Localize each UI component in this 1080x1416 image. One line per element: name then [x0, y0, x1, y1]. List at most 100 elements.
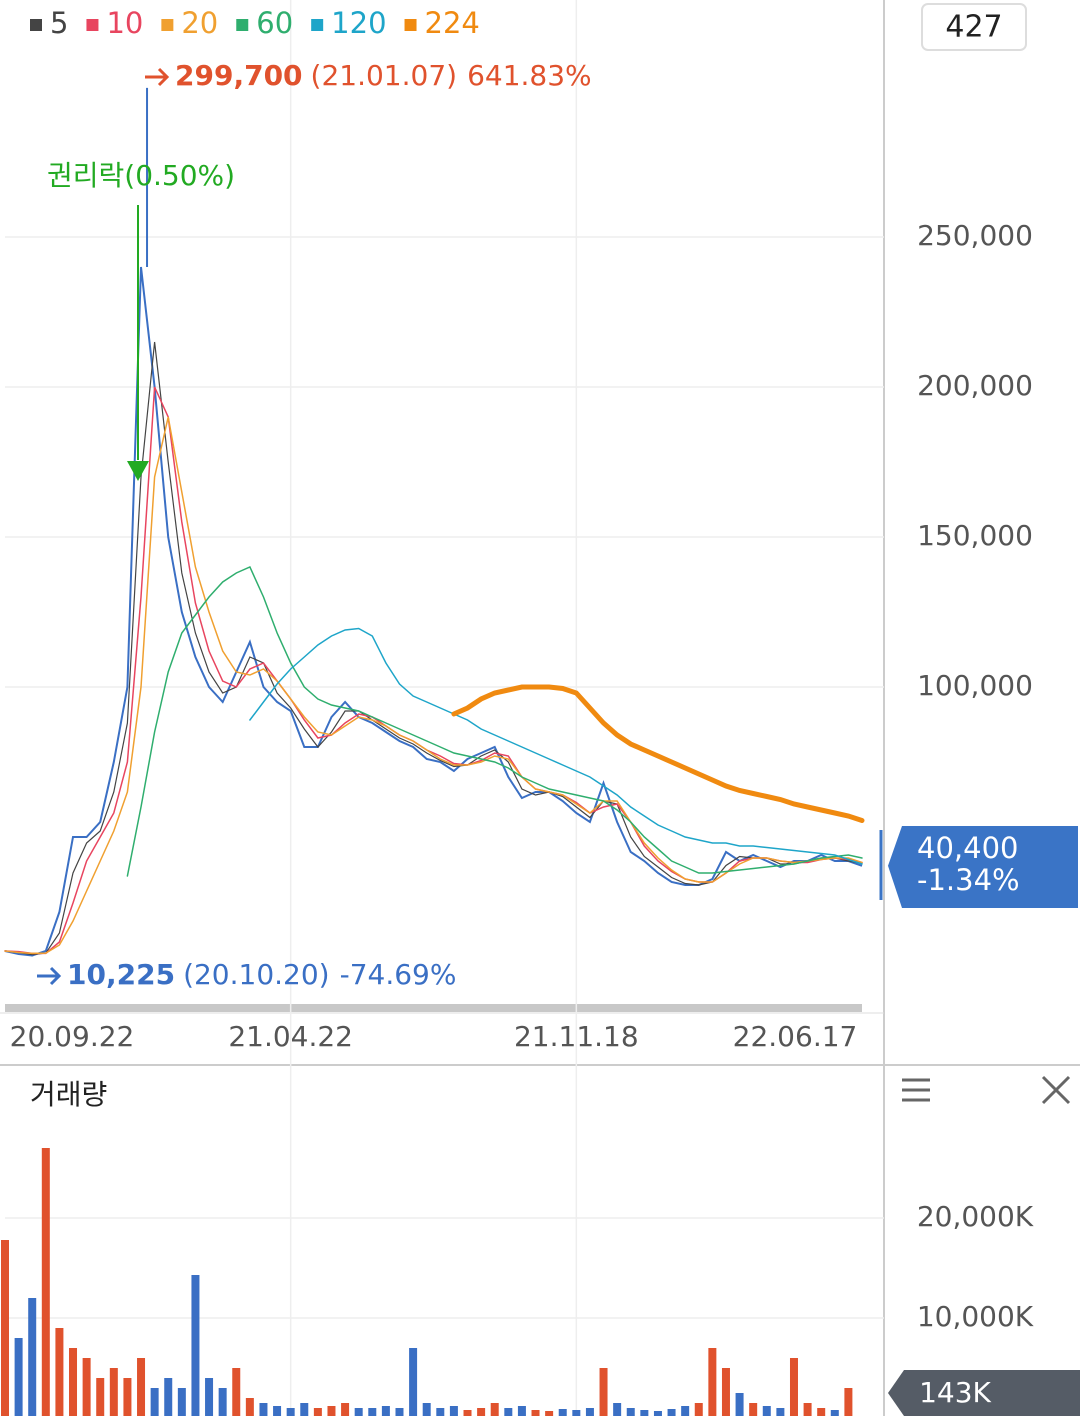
scrollbar[interactable] [5, 1004, 862, 1012]
volume-bar [205, 1378, 214, 1416]
ma-line [4, 416, 863, 955]
volume-bar [585, 1408, 594, 1416]
volume-bar [817, 1408, 826, 1416]
volume-bar [830, 1410, 839, 1416]
volume-bar [69, 1348, 78, 1416]
volume-bar [653, 1411, 662, 1416]
legend-swatch [161, 19, 174, 31]
volume-bar [341, 1403, 350, 1416]
volume-bar [640, 1410, 649, 1416]
volume-bar [613, 1403, 622, 1416]
volume-bar [245, 1398, 254, 1416]
close-icon[interactable] [1041, 1075, 1071, 1105]
volume-bar [776, 1408, 785, 1416]
count-box[interactable] [921, 3, 1027, 51]
volume-bar [286, 1408, 295, 1416]
legend-label[interactable]: 10 [106, 6, 143, 40]
y-tick-label: 150,000 [917, 519, 1033, 552]
volume-bar [218, 1388, 227, 1416]
volume-bar [517, 1406, 526, 1416]
legend-label[interactable]: 5 [50, 6, 68, 40]
volume-bar [504, 1408, 513, 1416]
volume-bar [409, 1348, 418, 1416]
volume-bar [490, 1403, 499, 1416]
volume-bar [708, 1348, 717, 1416]
volume-bar [626, 1408, 635, 1416]
volume-bar [300, 1403, 309, 1416]
y-tick-label: 100,000 [917, 669, 1033, 702]
volume-bar [41, 1148, 50, 1416]
ma-line [451, 684, 865, 823]
volume-bar [55, 1328, 64, 1416]
volume-bar [123, 1378, 132, 1416]
volume-bar [721, 1368, 730, 1416]
volume-bar [395, 1408, 404, 1416]
volume-bar [164, 1378, 173, 1416]
menu-icon[interactable] [902, 1078, 930, 1102]
x-tick-label: 20.09.22 [10, 1020, 135, 1053]
volume-bar [558, 1409, 567, 1416]
rights-marker [127, 461, 149, 481]
legend-swatch [236, 19, 249, 31]
high-change: 641.83% [467, 59, 592, 92]
volume-bar [844, 1388, 853, 1416]
legend-swatch [404, 19, 417, 31]
volume-bar [572, 1410, 581, 1416]
volume-bar [28, 1298, 37, 1416]
count-text: 427 [945, 10, 1002, 45]
x-tick-label: 21.04.22 [228, 1020, 353, 1053]
volume-bar [762, 1406, 771, 1416]
y-tick-label: 20,000K [917, 1200, 1034, 1233]
volume-bar [436, 1408, 445, 1416]
volume-bar [667, 1409, 676, 1416]
low-change: -74.69% [340, 958, 457, 991]
volume-current: 143K [919, 1376, 991, 1409]
volume-current-box [888, 1370, 1080, 1416]
ma-line [249, 627, 863, 865]
volume-bar [381, 1406, 390, 1416]
current-change: -1.34% [917, 863, 1020, 897]
volume-bar [368, 1408, 377, 1416]
volume-bar [191, 1275, 200, 1416]
low-value: 10,225 [67, 958, 175, 991]
volume-bar [273, 1406, 282, 1416]
volume-bar [735, 1393, 744, 1416]
volume-bar [82, 1358, 91, 1416]
volume-bar [694, 1403, 703, 1416]
price-line [4, 266, 863, 957]
legend-label[interactable]: 20 [181, 6, 218, 40]
volume-bar [109, 1368, 118, 1416]
volume-title: 거래량 [30, 1078, 107, 1111]
legend-swatch [311, 19, 324, 31]
volume-bar [599, 1368, 608, 1416]
volume-bar [681, 1406, 690, 1416]
volume-bar [749, 1403, 758, 1416]
volume-bar [463, 1410, 472, 1416]
low-date: (20.10.20) [183, 958, 330, 991]
volume-bar [545, 1411, 554, 1416]
ma-line [4, 341, 863, 956]
legend-label[interactable]: 60 [256, 6, 293, 40]
volume-bar [150, 1388, 159, 1416]
legend-label[interactable]: 224 [425, 6, 480, 40]
volume-bar [803, 1403, 812, 1416]
arrow-icon [145, 67, 170, 87]
volume-bar [177, 1388, 186, 1416]
volume-bar [1, 1240, 9, 1416]
volume-bar [96, 1378, 105, 1416]
volume-bar [354, 1408, 363, 1416]
legend-label[interactable]: 120 [331, 6, 386, 40]
y-tick-label: 10,000K [917, 1300, 1034, 1333]
current-price-box [888, 826, 1078, 908]
legend-swatch [86, 19, 99, 31]
volume-bar [232, 1368, 241, 1416]
y-tick-label: 200,000 [917, 369, 1033, 402]
high-value: 299,700 [175, 59, 303, 92]
volume-bar [327, 1406, 336, 1416]
volume-bar [422, 1403, 431, 1416]
volume-bar [449, 1406, 458, 1416]
high-date: (21.01.07) [311, 59, 458, 92]
ma-line [126, 566, 863, 877]
